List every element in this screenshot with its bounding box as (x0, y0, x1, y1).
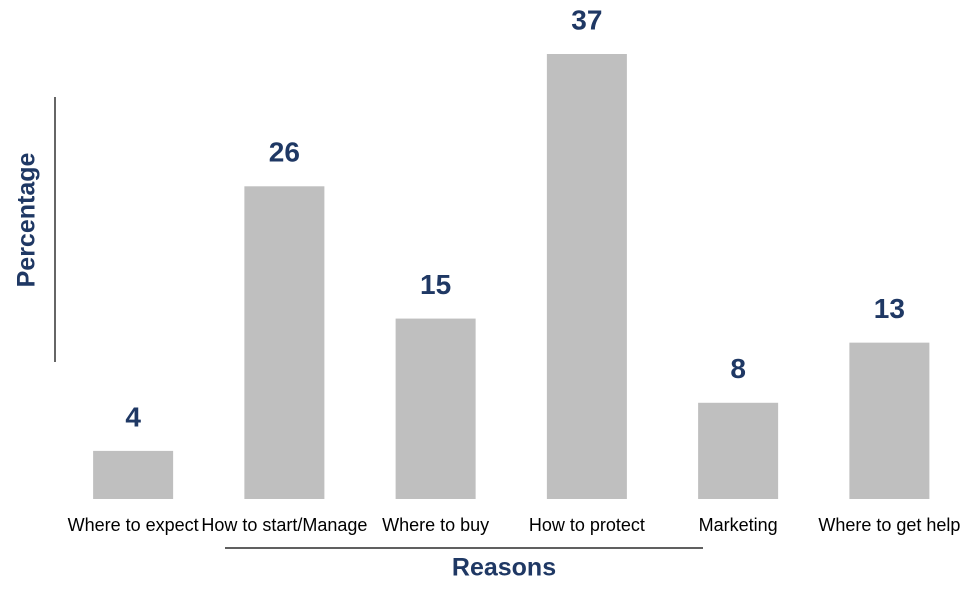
y-axis-title: Percentage (13, 153, 41, 288)
x-tick-label: Where to expect (68, 515, 199, 535)
value-label: 37 (571, 4, 602, 35)
value-label: 4 (125, 401, 141, 432)
bar (698, 402, 779, 499)
bar (546, 54, 627, 499)
x-tick-label: Marketing (699, 515, 778, 535)
value-label: 8 (730, 353, 746, 384)
x-tick-label: Where to buy (382, 515, 489, 535)
x-tick-label: How to start/Manage (201, 515, 367, 535)
x-tick-label: Where to get help (818, 515, 960, 535)
x-tick-label: How to protect (529, 515, 645, 535)
bar (849, 342, 930, 499)
bar (395, 318, 476, 499)
x-axis-title: Reasons (452, 554, 556, 582)
bar (244, 186, 325, 499)
bar (93, 450, 174, 499)
value-label: 13 (874, 293, 905, 324)
value-label: 26 (269, 137, 300, 168)
value-label: 15 (420, 269, 451, 300)
